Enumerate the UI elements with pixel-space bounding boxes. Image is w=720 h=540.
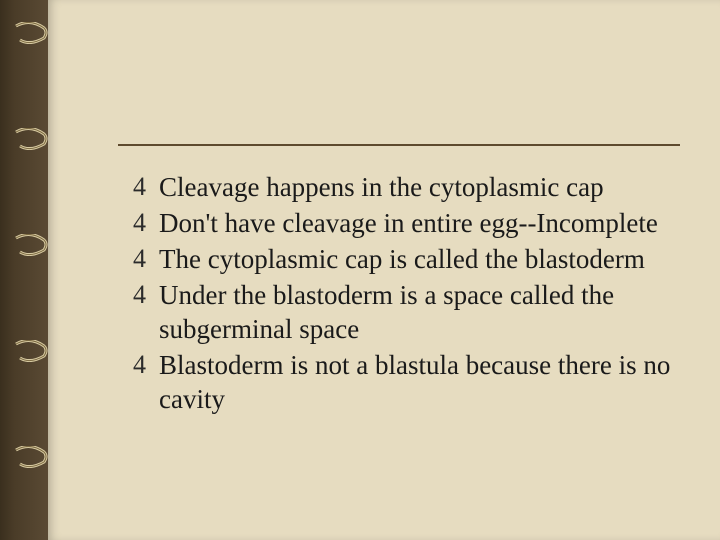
bullet-marker: 4 xyxy=(133,348,159,382)
bullet-text: Cleavage happens in the cytoplasmic cap xyxy=(159,170,604,204)
bullet-text: The cytoplasmic cap is called the blasto… xyxy=(159,242,645,276)
list-item: 4 Under the blastoderm is a space called… xyxy=(133,278,680,346)
list-item: 4 Cleavage happens in the cytoplasmic ca… xyxy=(133,170,680,204)
bullet-list: 4 Cleavage happens in the cytoplasmic ca… xyxy=(133,170,680,418)
bullet-text: Under the blastoderm is a space called t… xyxy=(159,278,680,346)
binding-ring xyxy=(14,340,48,362)
bullet-text: Blastoderm is not a blastula because the… xyxy=(159,348,680,416)
list-item: 4 Blastoderm is not a blastula because t… xyxy=(133,348,680,416)
bullet-marker: 4 xyxy=(133,170,159,204)
bullet-marker: 4 xyxy=(133,278,159,312)
title-divider xyxy=(118,144,680,146)
bullet-marker: 4 xyxy=(133,242,159,276)
bullet-marker: 4 xyxy=(133,206,159,240)
bullet-text: Don't have cleavage in entire egg--Incom… xyxy=(159,206,658,240)
binding-ring xyxy=(14,234,48,256)
list-item: 4 Don't have cleavage in entire egg--Inc… xyxy=(133,206,680,240)
slide-page: 4 Cleavage happens in the cytoplasmic ca… xyxy=(48,0,720,540)
binding-ring xyxy=(14,22,48,44)
list-item: 4 The cytoplasmic cap is called the blas… xyxy=(133,242,680,276)
binding-ring xyxy=(14,128,48,150)
binding-ring xyxy=(14,446,48,468)
